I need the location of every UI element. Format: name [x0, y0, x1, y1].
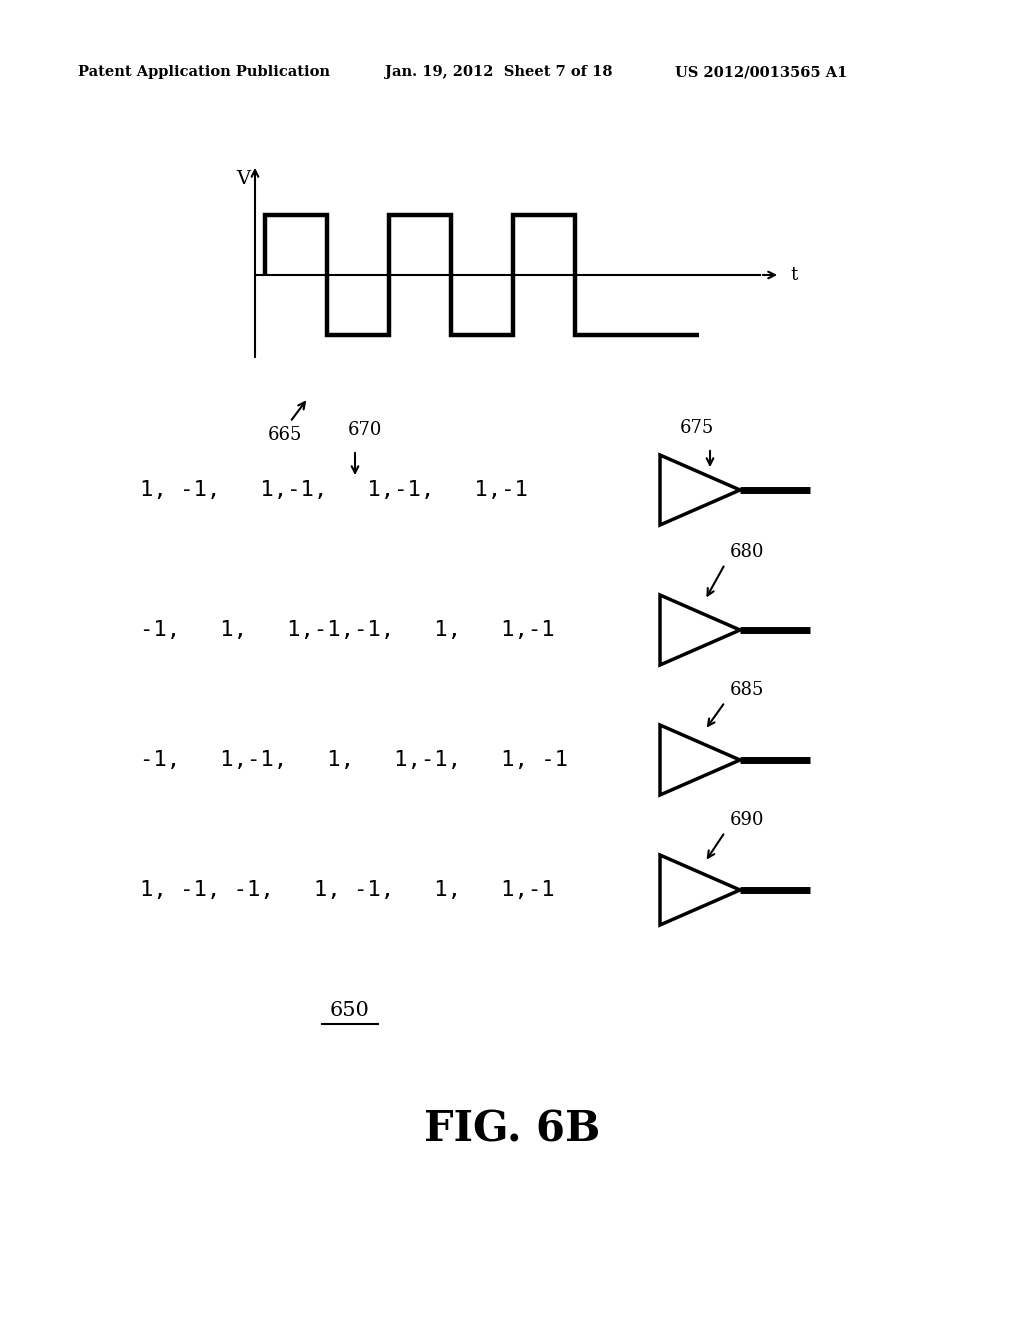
Text: 685: 685: [730, 681, 764, 700]
Text: 665: 665: [268, 426, 302, 444]
Text: Jan. 19, 2012  Sheet 7 of 18: Jan. 19, 2012 Sheet 7 of 18: [385, 65, 612, 79]
Text: 1, -1,   1,-1,   1,-1,   1,-1: 1, -1, 1,-1, 1,-1, 1,-1: [140, 480, 528, 500]
Text: t: t: [790, 267, 798, 284]
Text: -1,   1,   1,-1,-1,   1,   1,-1: -1, 1, 1,-1,-1, 1, 1,-1: [140, 620, 555, 640]
Text: 675: 675: [680, 418, 715, 437]
Text: US 2012/0013565 A1: US 2012/0013565 A1: [675, 65, 848, 79]
Text: Patent Application Publication: Patent Application Publication: [78, 65, 330, 79]
Text: 1, -1, -1,   1, -1,   1,   1,-1: 1, -1, -1, 1, -1, 1, 1,-1: [140, 880, 555, 900]
Text: 690: 690: [730, 810, 765, 829]
Text: 650: 650: [330, 1001, 370, 1019]
Text: -1,   1,-1,   1,   1,-1,   1, -1: -1, 1,-1, 1, 1,-1, 1, -1: [140, 750, 568, 770]
Text: 680: 680: [730, 543, 765, 561]
Text: V: V: [236, 170, 250, 187]
Text: FIG. 6B: FIG. 6B: [424, 1109, 600, 1151]
Text: 670: 670: [348, 421, 382, 440]
